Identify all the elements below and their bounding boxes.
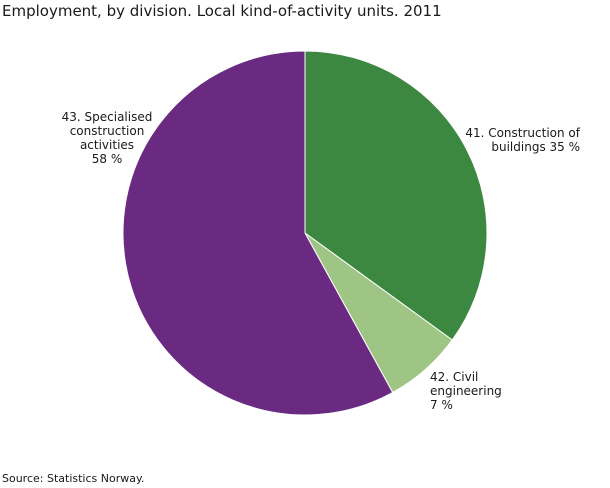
slice-label-line: 7 %	[430, 398, 453, 412]
pie-slices	[122, 50, 488, 416]
slice-label-line: 42. Civil	[430, 370, 479, 384]
pie-slice-1	[304, 50, 488, 341]
slice-label-line: activities	[79, 138, 135, 152]
slice-label-civil-engineering: 42. Civil engineering 7 %	[430, 370, 520, 412]
slice-label-construction-of-buildings: 41. Construction of buildings 35 %	[440, 126, 580, 154]
slice-label-line: buildings 35 %	[491, 140, 580, 154]
slice-label-specialised-construction-activities: 43. Specialised construction activities …	[52, 110, 162, 166]
slice-label-line: engineering	[430, 384, 502, 398]
slice-label-line: 41. Construction of	[465, 126, 580, 140]
slice-label-line: 43. Specialised	[61, 110, 153, 124]
source-note: Source: Statistics Norway.	[2, 472, 145, 485]
slice-label-line: 58 %	[91, 152, 123, 166]
pie-slice-3	[122, 50, 394, 416]
slice-label-line: construction	[69, 124, 145, 138]
chart-title: Employment, by division. Local kind-of-a…	[2, 2, 442, 20]
